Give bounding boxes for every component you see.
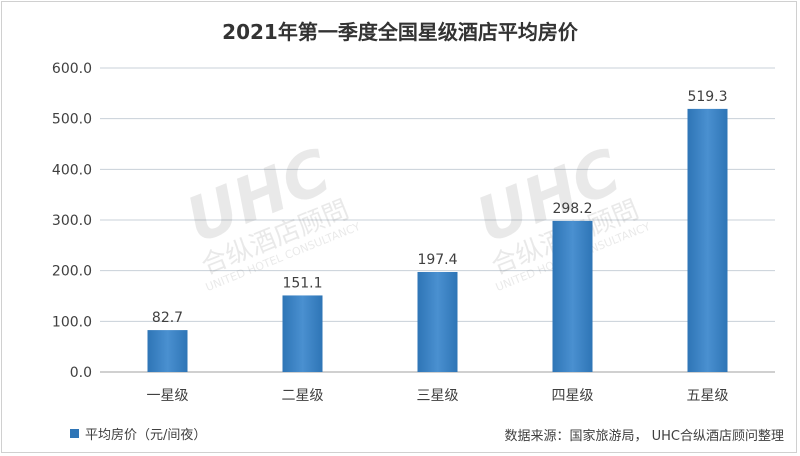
- x-tick-label: 一星级: [147, 388, 189, 404]
- data-label: 151.1: [282, 275, 322, 291]
- bar: [417, 271, 458, 372]
- bar: [282, 295, 323, 372]
- y-tick-label: 100.0: [52, 314, 92, 330]
- legend: 平均房价（元/间夜）: [70, 424, 206, 443]
- source-note: 数据来源：国家旅游局， UHC合纵酒店顾问整理: [504, 429, 784, 444]
- legend-swatch: [70, 429, 79, 438]
- y-tick-label: 500.0: [52, 112, 92, 128]
- x-tick-label: 三星级: [417, 388, 459, 404]
- y-tick-label: 600.0: [52, 61, 92, 77]
- chart-title: 2021年第一季度全国星级酒店平均房价: [222, 20, 578, 44]
- x-tick-label: 四星级: [552, 388, 594, 404]
- bar: [147, 330, 188, 372]
- y-tick-label: 0.0: [70, 365, 92, 381]
- bar: [552, 220, 593, 372]
- data-label: 519.3: [687, 89, 727, 105]
- y-tick-label: 300.0: [52, 213, 92, 229]
- x-tick-label: 二星级: [282, 388, 324, 404]
- y-tick-label: 200.0: [52, 264, 92, 280]
- bar: [687, 108, 728, 372]
- y-tick-label: 400.0: [52, 162, 92, 178]
- data-label: 82.7: [152, 310, 183, 326]
- data-label: 197.4: [417, 252, 457, 268]
- x-tick-label: 五星级: [687, 388, 729, 404]
- legend-label: 平均房价（元/间夜）: [85, 428, 207, 443]
- data-label: 298.2: [552, 201, 592, 217]
